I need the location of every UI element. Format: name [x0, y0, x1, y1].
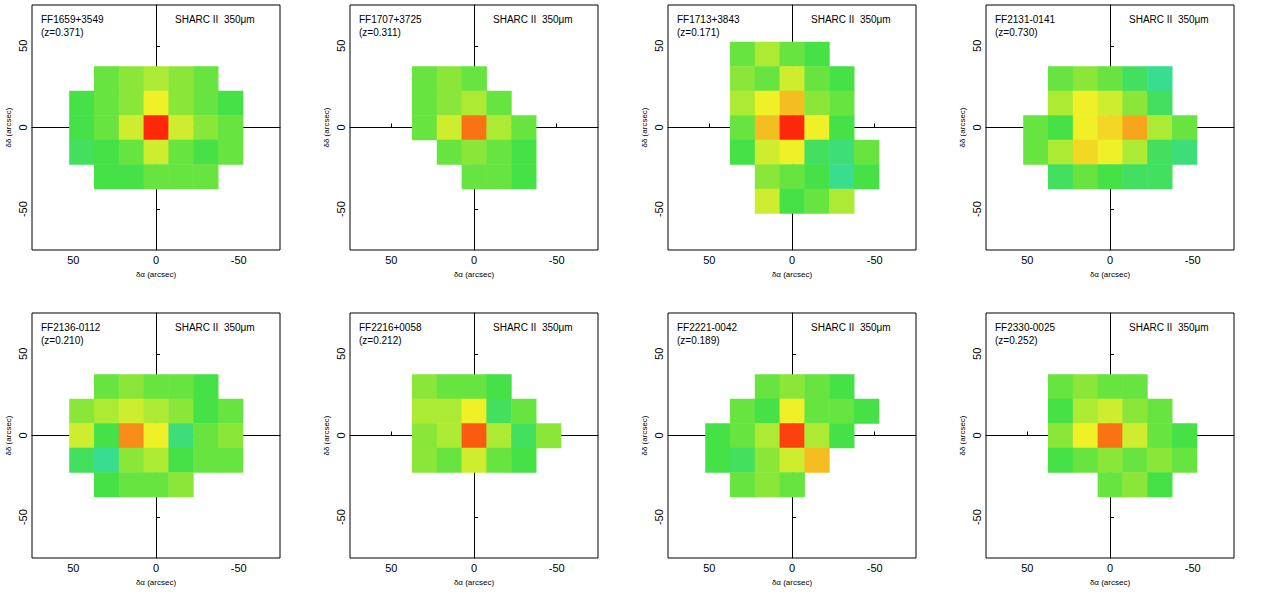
svg-text:SHARC II 350μm: SHARC II 350μm	[493, 322, 573, 333]
svg-text:δα (arcsec): δα (arcsec)	[454, 578, 495, 587]
svg-text:δδ (arcsec): δδ (arcsec)	[640, 107, 649, 147]
svg-text:(z=0.730): (z=0.730)	[995, 27, 1038, 38]
svg-text:δδ (arcsec): δδ (arcsec)	[958, 415, 967, 455]
svg-text:-50: -50	[1185, 562, 1201, 574]
svg-text:-50: -50	[549, 254, 565, 266]
svg-text:-50: -50	[971, 201, 983, 217]
svg-text:50: 50	[335, 348, 347, 360]
svg-text:50: 50	[971, 40, 983, 52]
svg-text:FF2221-0042: FF2221-0042	[677, 322, 737, 333]
svg-text:δα (arcsec): δα (arcsec)	[772, 270, 813, 279]
svg-text:FF1713+3843: FF1713+3843	[677, 14, 740, 25]
svg-text:0: 0	[971, 432, 983, 438]
svg-text:δδ (arcsec): δδ (arcsec)	[322, 415, 331, 455]
svg-text:50: 50	[67, 562, 79, 574]
svg-text:SHARC II 350μm: SHARC II 350μm	[175, 322, 255, 333]
svg-text:δδ (arcsec): δδ (arcsec)	[322, 107, 331, 147]
svg-text:0: 0	[653, 124, 665, 130]
svg-text:SHARC II 350μm: SHARC II 350μm	[493, 14, 573, 25]
svg-text:-50: -50	[335, 509, 347, 525]
svg-text:50: 50	[385, 254, 397, 266]
svg-text:SHARC II 350μm: SHARC II 350μm	[175, 14, 255, 25]
svg-text:50: 50	[1021, 562, 1033, 574]
svg-text:-50: -50	[17, 201, 29, 217]
svg-text:δα (arcsec): δα (arcsec)	[136, 270, 177, 279]
svg-text:-50: -50	[971, 509, 983, 525]
svg-text:0: 0	[471, 254, 477, 266]
svg-text:δδ (arcsec): δδ (arcsec)	[958, 107, 967, 147]
svg-text:0: 0	[17, 432, 29, 438]
svg-text:0: 0	[471, 562, 477, 574]
svg-text:(z=0.311): (z=0.311)	[359, 27, 401, 38]
svg-text:0: 0	[653, 432, 665, 438]
svg-text:FF1659+3549: FF1659+3549	[41, 14, 104, 25]
svg-text:50: 50	[653, 40, 665, 52]
svg-text:50: 50	[335, 40, 347, 52]
svg-text:0: 0	[153, 254, 159, 266]
svg-text:SHARC II 350μm: SHARC II 350μm	[1129, 322, 1209, 333]
svg-text:50: 50	[17, 40, 29, 52]
svg-text:FF2216+0058: FF2216+0058	[359, 322, 422, 333]
svg-text:δδ (arcsec): δδ (arcsec)	[4, 415, 13, 455]
svg-text:50: 50	[17, 348, 29, 360]
svg-text:(z=0.171): (z=0.171)	[677, 27, 720, 38]
svg-text:δα (arcsec): δα (arcsec)	[772, 578, 813, 587]
svg-text:-50: -50	[231, 254, 247, 266]
svg-text:0: 0	[1107, 562, 1113, 574]
svg-text:FF2330-0025: FF2330-0025	[995, 322, 1055, 333]
svg-text:0: 0	[17, 124, 29, 130]
svg-text:50: 50	[971, 348, 983, 360]
svg-text:(z=0.371): (z=0.371)	[41, 27, 84, 38]
svg-text:δα (arcsec): δα (arcsec)	[136, 578, 177, 587]
svg-text:SHARC II 350μm: SHARC II 350μm	[811, 322, 891, 333]
svg-text:50: 50	[1021, 254, 1033, 266]
svg-text:δα (arcsec): δα (arcsec)	[1090, 270, 1131, 279]
svg-text:SHARC II 350μm: SHARC II 350μm	[811, 14, 891, 25]
svg-text:-50: -50	[17, 509, 29, 525]
svg-text:δδ (arcsec): δδ (arcsec)	[640, 415, 649, 455]
svg-text:50: 50	[385, 562, 397, 574]
svg-text:δδ (arcsec): δδ (arcsec)	[4, 107, 13, 147]
svg-text:50: 50	[67, 254, 79, 266]
svg-text:-50: -50	[549, 562, 565, 574]
svg-text:-50: -50	[867, 254, 883, 266]
svg-text:50: 50	[703, 254, 715, 266]
svg-text:FF2131-0141: FF2131-0141	[995, 14, 1055, 25]
svg-text:-50: -50	[653, 201, 665, 217]
svg-text:50: 50	[703, 562, 715, 574]
svg-text:δα (arcsec): δα (arcsec)	[454, 270, 495, 279]
svg-text:-50: -50	[231, 562, 247, 574]
svg-text:-50: -50	[867, 562, 883, 574]
svg-text:FF1707+3725: FF1707+3725	[359, 14, 422, 25]
svg-text:0: 0	[1107, 254, 1113, 266]
svg-text:50: 50	[653, 348, 665, 360]
svg-text:(z=0.252): (z=0.252)	[995, 335, 1038, 346]
svg-text:(z=0.210): (z=0.210)	[41, 335, 84, 346]
svg-text:0: 0	[789, 254, 795, 266]
svg-text:-50: -50	[1185, 254, 1201, 266]
svg-text:(z=0.189): (z=0.189)	[677, 335, 720, 346]
svg-text:SHARC II 350μm: SHARC II 350μm	[1129, 14, 1209, 25]
svg-text:0: 0	[789, 562, 795, 574]
svg-text:0: 0	[335, 124, 347, 130]
svg-text:0: 0	[153, 562, 159, 574]
svg-text:δα (arcsec): δα (arcsec)	[1090, 578, 1131, 587]
svg-text:-50: -50	[335, 201, 347, 217]
svg-text:0: 0	[335, 432, 347, 438]
svg-text:(z=0.212): (z=0.212)	[359, 335, 402, 346]
svg-text:FF2136-0112: FF2136-0112	[41, 322, 101, 333]
svg-text:0: 0	[971, 124, 983, 130]
svg-text:-50: -50	[653, 509, 665, 525]
